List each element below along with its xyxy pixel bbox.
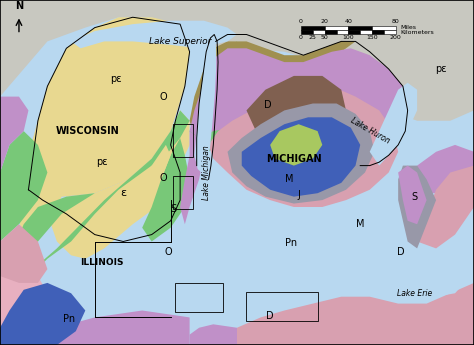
Polygon shape xyxy=(0,310,190,345)
Polygon shape xyxy=(228,104,374,204)
Text: ε: ε xyxy=(120,188,126,198)
Bar xyxy=(313,30,325,34)
Text: 20: 20 xyxy=(321,19,328,24)
Bar xyxy=(246,292,318,321)
Text: J: J xyxy=(297,190,300,200)
Text: 40: 40 xyxy=(345,19,352,24)
Polygon shape xyxy=(0,110,190,300)
Polygon shape xyxy=(190,41,237,155)
Text: Miles: Miles xyxy=(401,26,417,30)
Polygon shape xyxy=(246,76,346,138)
Polygon shape xyxy=(0,131,47,241)
Polygon shape xyxy=(398,166,427,224)
Text: D: D xyxy=(397,247,404,257)
Text: Lake Erie: Lake Erie xyxy=(397,289,432,298)
Polygon shape xyxy=(322,34,474,121)
Bar xyxy=(173,124,193,157)
Text: Kilometers: Kilometers xyxy=(401,30,434,34)
Polygon shape xyxy=(0,0,474,110)
Polygon shape xyxy=(71,21,237,48)
Text: ILLINOIS: ILLINOIS xyxy=(80,258,124,267)
Text: Pn: Pn xyxy=(63,314,75,324)
Bar xyxy=(372,30,384,34)
Text: pε: pε xyxy=(435,64,447,74)
Text: D: D xyxy=(264,100,272,110)
Polygon shape xyxy=(0,283,85,345)
Polygon shape xyxy=(398,166,436,248)
Text: O: O xyxy=(160,173,167,183)
Text: S: S xyxy=(170,204,176,214)
Text: 150: 150 xyxy=(366,35,378,40)
Text: Lake Superior: Lake Superior xyxy=(149,37,211,46)
Bar xyxy=(372,26,396,30)
Polygon shape xyxy=(270,124,322,166)
Bar xyxy=(348,30,360,34)
Polygon shape xyxy=(190,324,237,345)
Text: 0: 0 xyxy=(299,19,303,24)
Bar xyxy=(360,30,372,34)
Polygon shape xyxy=(190,48,408,152)
Text: 0: 0 xyxy=(299,35,303,40)
Text: MICHIGAN: MICHIGAN xyxy=(266,154,322,164)
Text: 100: 100 xyxy=(343,35,354,40)
Polygon shape xyxy=(19,190,62,259)
Bar xyxy=(384,30,396,34)
Polygon shape xyxy=(289,135,308,155)
Polygon shape xyxy=(19,17,190,224)
Text: O: O xyxy=(164,247,172,257)
Bar xyxy=(301,26,325,30)
Polygon shape xyxy=(47,110,190,259)
Text: pε: pε xyxy=(96,157,108,167)
Polygon shape xyxy=(194,34,216,172)
Text: 200: 200 xyxy=(390,35,401,40)
Bar xyxy=(301,30,313,34)
Text: 50: 50 xyxy=(321,35,328,40)
Polygon shape xyxy=(24,17,190,197)
Text: Lake Huron: Lake Huron xyxy=(348,116,391,146)
Text: pε: pε xyxy=(110,75,122,84)
Text: Pn: Pn xyxy=(285,238,298,248)
Polygon shape xyxy=(180,131,204,224)
Bar xyxy=(325,26,348,30)
Bar xyxy=(175,283,223,312)
Text: N: N xyxy=(15,1,23,11)
Polygon shape xyxy=(408,145,474,193)
Polygon shape xyxy=(398,269,465,297)
Polygon shape xyxy=(95,145,171,242)
Bar xyxy=(337,30,348,34)
Text: S: S xyxy=(412,192,418,201)
Text: M: M xyxy=(285,175,293,184)
Polygon shape xyxy=(0,269,57,345)
Polygon shape xyxy=(370,83,417,166)
Text: WISCONSIN: WISCONSIN xyxy=(56,126,119,136)
Bar xyxy=(173,176,193,209)
Polygon shape xyxy=(142,138,190,241)
Polygon shape xyxy=(0,97,28,172)
Polygon shape xyxy=(417,166,474,248)
Text: M: M xyxy=(356,219,365,229)
Text: 25: 25 xyxy=(309,35,317,40)
Polygon shape xyxy=(0,193,95,276)
Text: D: D xyxy=(266,311,274,321)
Text: O: O xyxy=(160,92,167,101)
Polygon shape xyxy=(237,283,474,345)
Polygon shape xyxy=(0,224,47,283)
Polygon shape xyxy=(209,86,398,207)
Text: 80: 80 xyxy=(392,19,400,24)
Polygon shape xyxy=(190,41,356,138)
Polygon shape xyxy=(242,117,360,197)
Bar xyxy=(348,26,372,30)
Bar xyxy=(325,30,337,34)
Text: Lake Michigan: Lake Michigan xyxy=(202,145,210,200)
